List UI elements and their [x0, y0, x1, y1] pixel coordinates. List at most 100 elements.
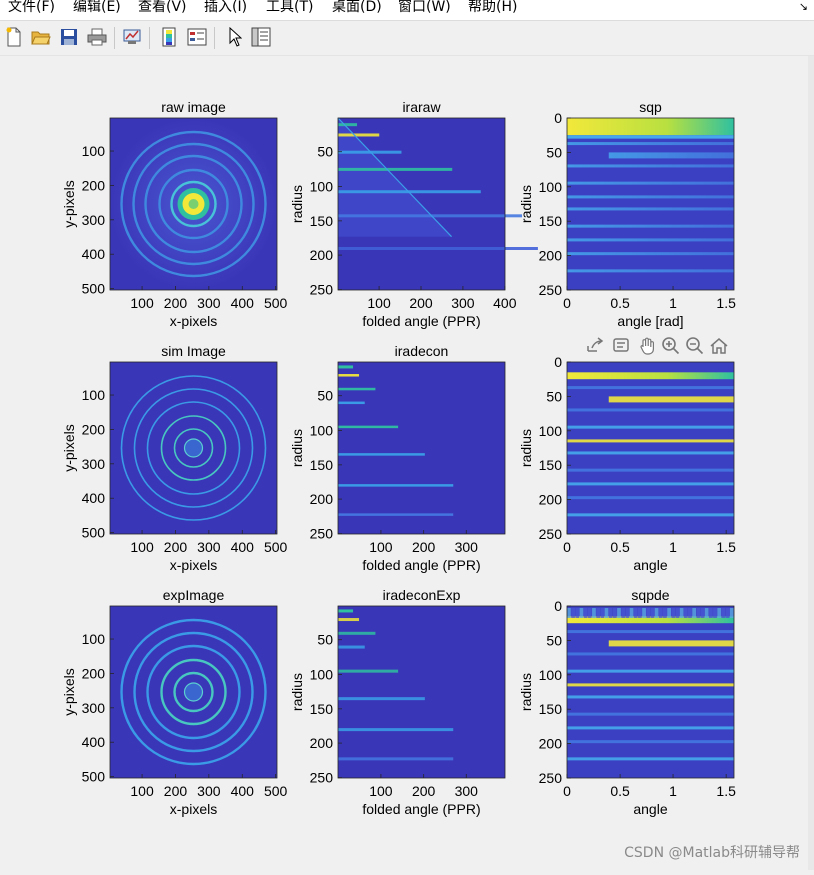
y-tick-label: 100: [539, 667, 563, 683]
intensity-band: [608, 396, 734, 403]
diffraction-ring: [120, 375, 267, 521]
x-tick-label: 0.5: [610, 783, 630, 799]
dock-arrow-icon[interactable]: ↘: [798, 0, 808, 13]
x-tick-label: 200: [409, 295, 433, 311]
x-tick-label: 400: [493, 295, 517, 311]
y-tick-label: 50: [546, 388, 562, 404]
menu-file[interactable]: 文件(F): [8, 0, 55, 15]
noise-strip: [579, 608, 584, 618]
x-tick-label: 400: [231, 783, 255, 799]
intensity-band: [567, 712, 734, 716]
open-file-icon[interactable]: [30, 26, 52, 48]
radial-band: [338, 365, 354, 369]
intensity-band: [608, 640, 734, 647]
y-tick-label: 100: [310, 178, 334, 194]
plot-title: expImage: [163, 587, 225, 603]
menu-tools[interactable]: 工具(T): [266, 0, 314, 15]
x-tick-label: 100: [369, 539, 393, 555]
menu-edit[interactable]: 编辑(E): [73, 0, 121, 15]
intensity-band: [567, 451, 734, 455]
x-tick-label: 400: [231, 539, 255, 555]
y-axis-label: radius: [289, 429, 305, 467]
window-edge: [808, 56, 814, 870]
y-tick-label: 300: [82, 456, 106, 472]
center-spot: [183, 682, 204, 702]
radial-band: [338, 133, 380, 137]
y-tick-label: 100: [310, 422, 334, 438]
link-plot-icon[interactable]: [121, 26, 143, 48]
pan-icon[interactable]: [636, 334, 658, 358]
menu-desktop[interactable]: 桌面(D): [332, 0, 382, 15]
y-axis-label: radius: [289, 185, 305, 223]
intensity-band: [567, 164, 734, 168]
x-axis-label: folded angle (PPR): [362, 557, 480, 573]
zoom-out-icon[interactable]: [684, 334, 706, 358]
y-tick-label: 200: [310, 735, 334, 751]
x-tick-label: 400: [231, 295, 255, 311]
intensity-band: [567, 425, 734, 429]
insert-legend-icon[interactable]: [186, 26, 208, 48]
noise-strip: [704, 608, 709, 618]
x-tick-label: 200: [164, 295, 188, 311]
menu-help[interactable]: 帮助(H): [468, 0, 518, 15]
noise-strip: [717, 608, 722, 618]
data-tip-icon[interactable]: [610, 334, 632, 358]
axes-box: [566, 361, 735, 535]
intensity-band: [567, 630, 734, 634]
radial-band: [338, 728, 454, 732]
x-tick-label: 0: [563, 295, 571, 311]
intensity-band: [567, 513, 734, 517]
menu-view[interactable]: 查看(V): [138, 0, 187, 15]
noise-strip: [567, 608, 571, 618]
y-tick-label: 500: [82, 769, 106, 785]
intensity-band: [567, 482, 734, 486]
diffraction-ring: [158, 168, 229, 240]
intensity-band: [567, 118, 734, 136]
intensity-band: [567, 683, 734, 687]
x-tick-label: 300: [455, 539, 479, 555]
menu-insert[interactable]: 插入(I): [204, 0, 248, 15]
x-tick-label: 0: [563, 539, 571, 555]
radial-band: [338, 645, 365, 649]
y-tick-label: 150: [539, 701, 563, 717]
y-tick-label: 150: [539, 213, 563, 229]
intensity-band: [567, 496, 734, 500]
noise-strip: [587, 608, 592, 618]
zoom-in-icon[interactable]: [660, 334, 682, 358]
y-tick-label: 200: [82, 665, 106, 681]
radial-band: [338, 150, 402, 154]
save-icon[interactable]: [58, 26, 80, 48]
radial-band: [338, 513, 454, 516]
diffraction-ring: [160, 658, 227, 726]
x-tick-label: 1.5: [716, 539, 736, 555]
radial-band: [338, 697, 425, 701]
x-tick-label: 500: [264, 539, 288, 555]
menu-window[interactable]: 窗口(W): [398, 0, 451, 15]
pointer-icon[interactable]: [224, 26, 246, 48]
intensity-band: [567, 726, 734, 730]
noise-strip: [696, 608, 701, 618]
x-axis-label: angle: [633, 801, 667, 817]
plot-title: sim Image: [161, 343, 226, 359]
y-tick-label: 50: [317, 144, 333, 160]
home-icon[interactable]: [708, 334, 730, 358]
x-tick-label: 300: [197, 783, 221, 799]
export-icon[interactable]: [584, 334, 606, 358]
radial-band: [338, 618, 360, 622]
y-tick-label: 200: [82, 421, 106, 437]
noise-strip: [642, 608, 646, 618]
insert-colorbar-icon[interactable]: [158, 26, 180, 48]
diffraction-ring: [173, 428, 214, 468]
x-tick-label: 200: [412, 783, 436, 799]
print-icon[interactable]: [86, 26, 108, 48]
new-figure-icon[interactable]: [3, 26, 25, 48]
x-axis-label: angle: [633, 557, 667, 573]
intensity-band: [567, 181, 734, 185]
intensity-band: [608, 152, 734, 159]
x-tick-label: 200: [164, 539, 188, 555]
subplot-raw: raw image 100 200 300 400 500 100 200 300 400 500 x…: [61, 99, 288, 329]
intensity-band: [567, 652, 734, 656]
diffraction-ring: [146, 644, 241, 740]
property-inspector-icon[interactable]: [250, 26, 272, 48]
